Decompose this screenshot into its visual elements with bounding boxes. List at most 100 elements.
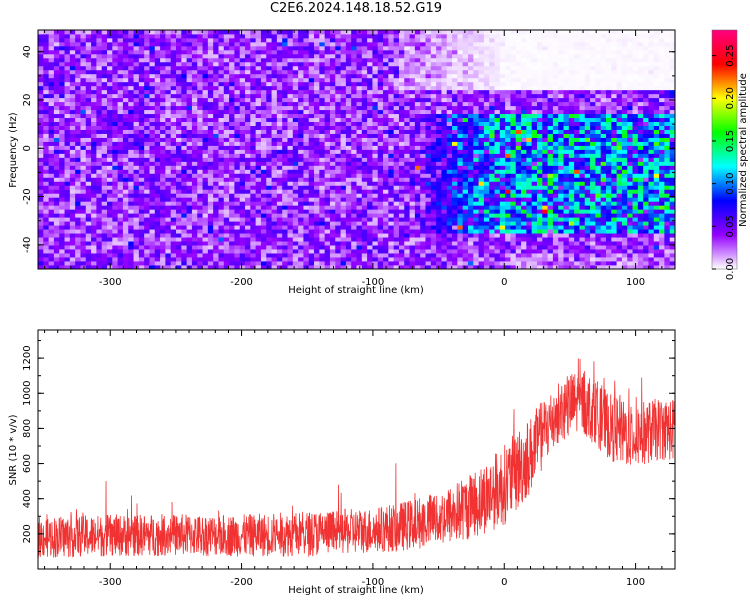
spectrogram-cell — [255, 213, 262, 218]
spectrogram-cell — [239, 57, 246, 63]
spectrogram-cell — [160, 53, 166, 59]
spectrogram-cell — [133, 189, 140, 194]
spectrogram-cell — [117, 137, 124, 142]
spectrogram-cell — [457, 157, 464, 162]
spectrogram-cell — [91, 145, 97, 150]
spectrogram-cell — [420, 229, 426, 234]
spectrogram-cell — [260, 125, 267, 130]
spectrogram-cell — [234, 145, 241, 150]
spectrogram-cell — [160, 185, 166, 190]
spectrogram-cell — [239, 109, 246, 115]
spectrogram-cell — [377, 97, 384, 103]
spectrogram-cell — [122, 105, 129, 111]
spectrogram-cell — [398, 257, 405, 262]
spectrogram-cell — [223, 149, 230, 154]
spectrogram-cell — [223, 53, 230, 59]
spectrogram-cell — [335, 89, 341, 95]
spectrogram-cell — [377, 265, 384, 269]
spectrogram-cell — [298, 217, 304, 222]
spectrogram-cell — [441, 181, 448, 186]
spectrogram-cell — [133, 145, 140, 150]
spectrogram-cell — [69, 221, 76, 226]
spectrogram-cell — [260, 93, 267, 99]
spectrogram-cell — [250, 49, 257, 55]
spectrogram-cell — [414, 101, 421, 107]
spectrogram-cell — [340, 193, 347, 198]
spectrogram-cell — [446, 161, 453, 166]
spectrogram-cell — [181, 225, 188, 230]
spectrogram-cell — [314, 93, 320, 99]
spectrogram-cell — [398, 57, 405, 63]
spectrogram-cell — [292, 105, 299, 111]
spectrogram-cell — [234, 229, 241, 234]
spectrogram-cell — [186, 73, 193, 79]
spectrogram-cell — [53, 105, 60, 111]
spectrogram-cell — [388, 253, 395, 258]
spectrogram-cell — [446, 257, 453, 262]
spectrogram-cell — [425, 209, 432, 214]
spectrogram-cell — [457, 89, 464, 95]
spectrogram-cell — [38, 157, 44, 162]
spectrogram-cell — [245, 57, 251, 63]
spectrogram-cell — [218, 193, 225, 198]
spectrogram-cell — [160, 133, 166, 138]
spectrogram-cell — [239, 125, 246, 130]
spectrogram-cell — [303, 129, 310, 134]
spectrogram-cell — [91, 201, 97, 206]
spectrogram-cell — [218, 113, 225, 119]
spectrogram-cell — [404, 221, 410, 226]
spectrogram-cell — [345, 257, 352, 262]
spectrogram-cell — [446, 241, 453, 246]
spectrogram-cell — [414, 177, 421, 182]
spectrogram-cell — [144, 181, 150, 186]
spectrogram-cell — [176, 241, 182, 246]
spectrogram-cell — [197, 45, 203, 51]
spectrogram-cell — [414, 241, 421, 246]
spectrogram-cell — [457, 249, 464, 254]
spectrogram-cell — [335, 53, 341, 59]
spectrogram-cell — [446, 185, 453, 190]
spectrogram-cell — [128, 73, 134, 79]
spectrogram-cell — [250, 257, 257, 262]
spectrogram-cell — [85, 181, 92, 186]
spectrogram-cell — [452, 125, 458, 130]
spectrogram-cell — [38, 77, 44, 83]
spectrogram-cell — [446, 133, 453, 138]
spectrogram-cell — [170, 225, 177, 230]
spectrogram-cell — [64, 137, 71, 142]
spectrogram-cell — [107, 145, 113, 150]
spectrogram-cell — [117, 237, 124, 242]
spectrogram-cell — [85, 217, 92, 222]
spectrogram-cell — [351, 157, 357, 162]
spectrogram-cell — [250, 221, 257, 226]
spectrogram-cell — [414, 181, 421, 186]
spectrogram-cell — [53, 30, 60, 35]
spectrogram-cell — [170, 173, 177, 178]
spectrogram-cell — [160, 85, 166, 91]
spectrogram-cell — [112, 65, 119, 71]
spectrogram-cell — [462, 173, 469, 178]
spectrogram-cell — [298, 81, 304, 87]
spectrogram-cell — [308, 53, 315, 59]
spectrogram-cell — [250, 189, 257, 194]
spectrogram-cell — [255, 253, 262, 258]
spectrogram-cell — [372, 221, 379, 226]
spectrogram-cell — [149, 57, 156, 63]
spectrogram-cell — [149, 73, 156, 79]
spectrogram-cell — [128, 41, 134, 47]
spectrogram-cell — [207, 145, 214, 150]
spectrogram-cell — [234, 53, 241, 59]
spectrogram-cell — [329, 117, 336, 123]
spectrogram-cell — [154, 257, 161, 262]
spectrogram-cell — [361, 89, 368, 95]
spectrogram-cell — [234, 121, 241, 126]
spectrogram-cell — [292, 57, 299, 63]
spectrogram-cell — [64, 97, 71, 103]
spectrogram-cell — [473, 109, 479, 115]
spectrogram-cell — [117, 77, 124, 83]
spectrogram-cell — [176, 37, 182, 43]
spectrogram-cell — [117, 141, 124, 146]
spectrogram-cell — [383, 213, 389, 218]
spectrogram-cell — [398, 133, 405, 138]
spectrogram-cell — [197, 245, 203, 250]
